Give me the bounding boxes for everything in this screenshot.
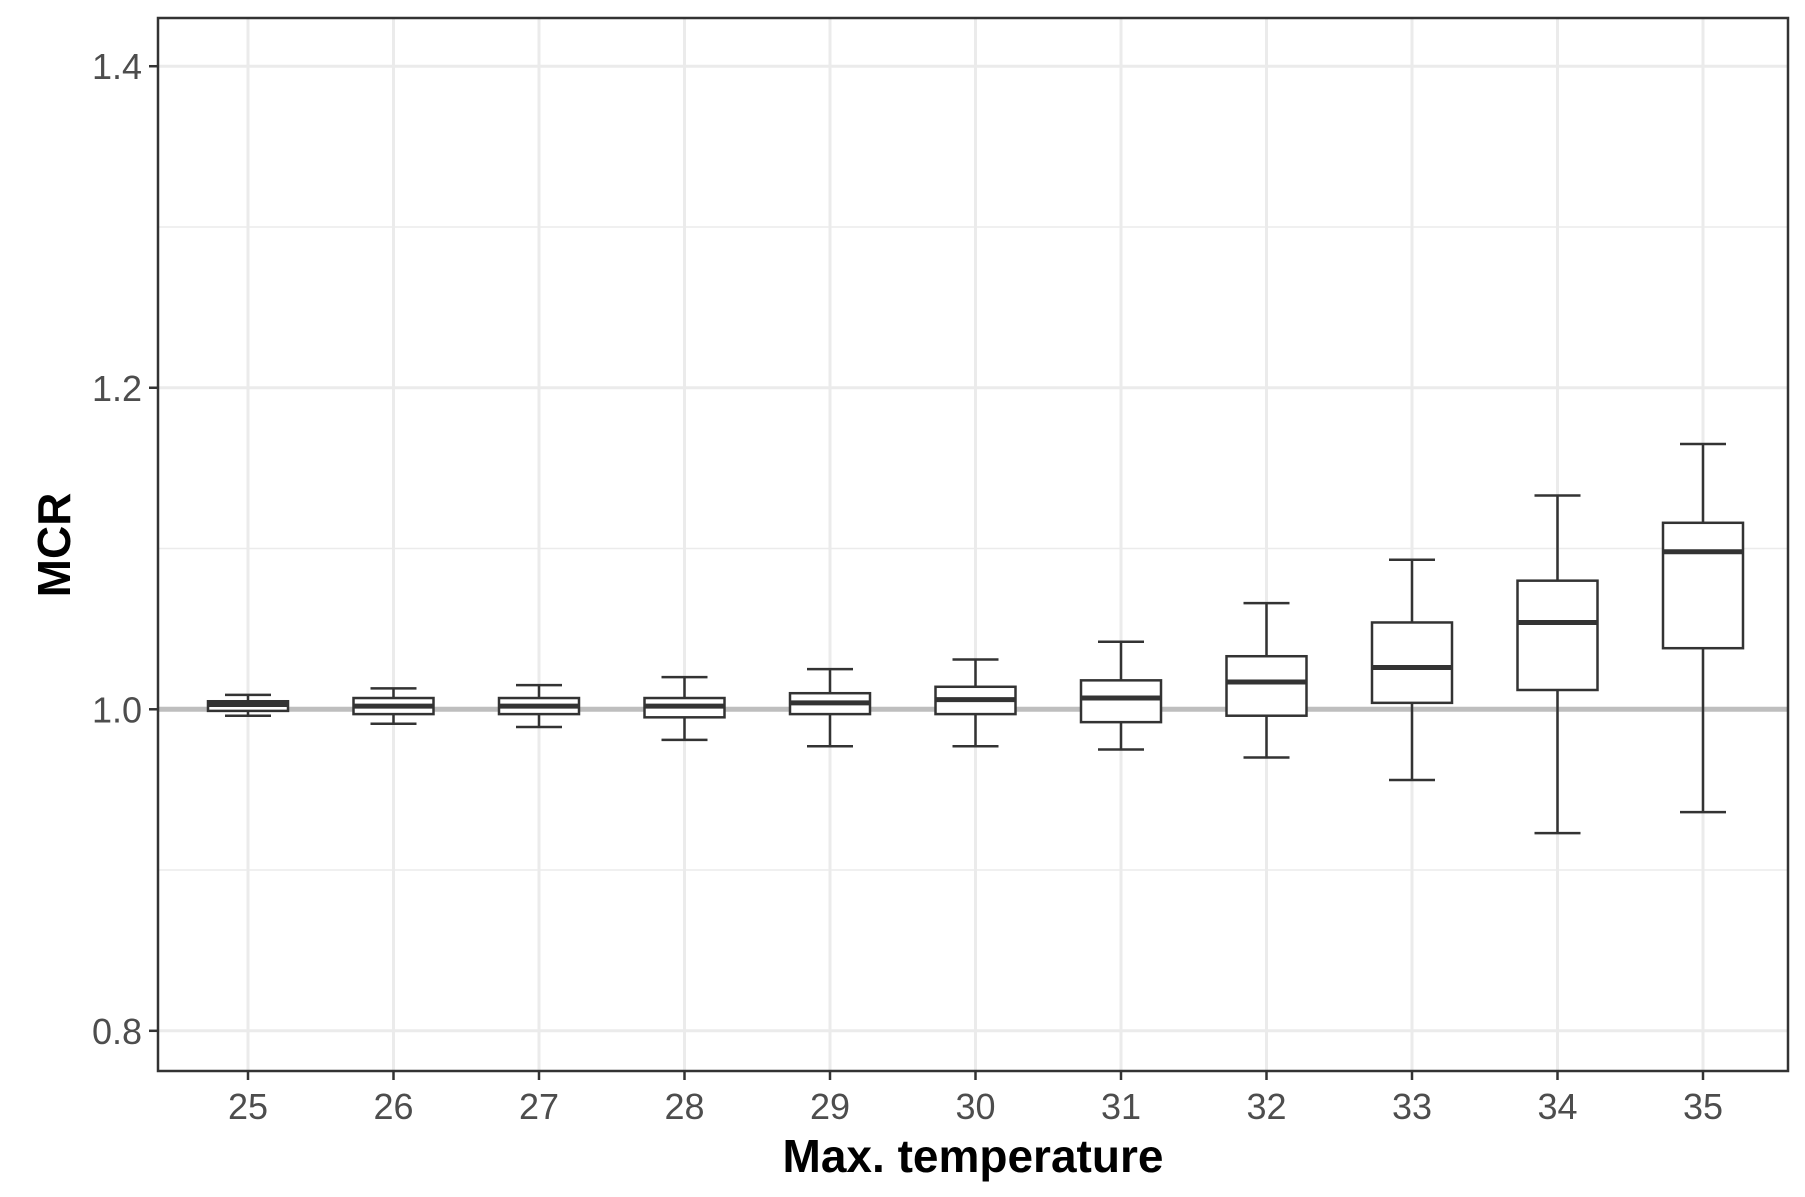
x-axis-title: Max. temperature xyxy=(783,1130,1164,1182)
boxplot-33 xyxy=(1370,558,1454,782)
boxes-layer xyxy=(206,442,1745,835)
iqr-box xyxy=(1225,654,1308,717)
boxplot-26 xyxy=(352,687,435,726)
x-tick-label: 31 xyxy=(1101,1086,1141,1127)
grid-layer xyxy=(158,18,1788,1071)
y-tick-label: 1.2 xyxy=(92,368,142,409)
x-tick-label: 35 xyxy=(1683,1086,1723,1127)
x-axis-ticks: 25 26 27 28 29 30 31 32 33 34 35 xyxy=(228,1071,1723,1127)
x-tick-label: 32 xyxy=(1246,1086,1286,1127)
iqr-box xyxy=(1079,679,1163,724)
iqr-box xyxy=(1370,621,1454,705)
boxplot-29 xyxy=(788,667,872,748)
x-tick-label: 29 xyxy=(810,1086,850,1127)
boxplot-32 xyxy=(1225,601,1308,759)
y-tick-label: 1.4 xyxy=(92,46,142,87)
y-tick-label: 1.0 xyxy=(92,689,142,730)
x-tick-label: 27 xyxy=(519,1086,559,1127)
boxplot-28 xyxy=(643,675,726,742)
x-tick-label: 33 xyxy=(1392,1086,1432,1127)
x-tick-label: 30 xyxy=(955,1086,995,1127)
boxplot-35 xyxy=(1661,442,1745,814)
boxplot-25 xyxy=(206,693,290,717)
boxplot-30 xyxy=(934,658,1017,748)
boxplot-27 xyxy=(497,683,581,729)
y-axis-title: MCR xyxy=(28,493,80,598)
boxplot-31 xyxy=(1079,640,1163,751)
y-axis-ticks: 0.8 1.0 1.2 1.4 xyxy=(92,46,158,1052)
iqr-box xyxy=(1661,521,1745,650)
x-tick-label: 25 xyxy=(228,1086,268,1127)
iqr-box xyxy=(1516,579,1599,692)
panel-border xyxy=(156,16,1790,1073)
boxplot-34 xyxy=(1516,494,1599,835)
x-tick-label: 28 xyxy=(664,1086,704,1127)
x-tick-label: 26 xyxy=(373,1086,413,1127)
y-tick-label: 0.8 xyxy=(92,1011,142,1052)
x-tick-label: 34 xyxy=(1537,1086,1577,1127)
